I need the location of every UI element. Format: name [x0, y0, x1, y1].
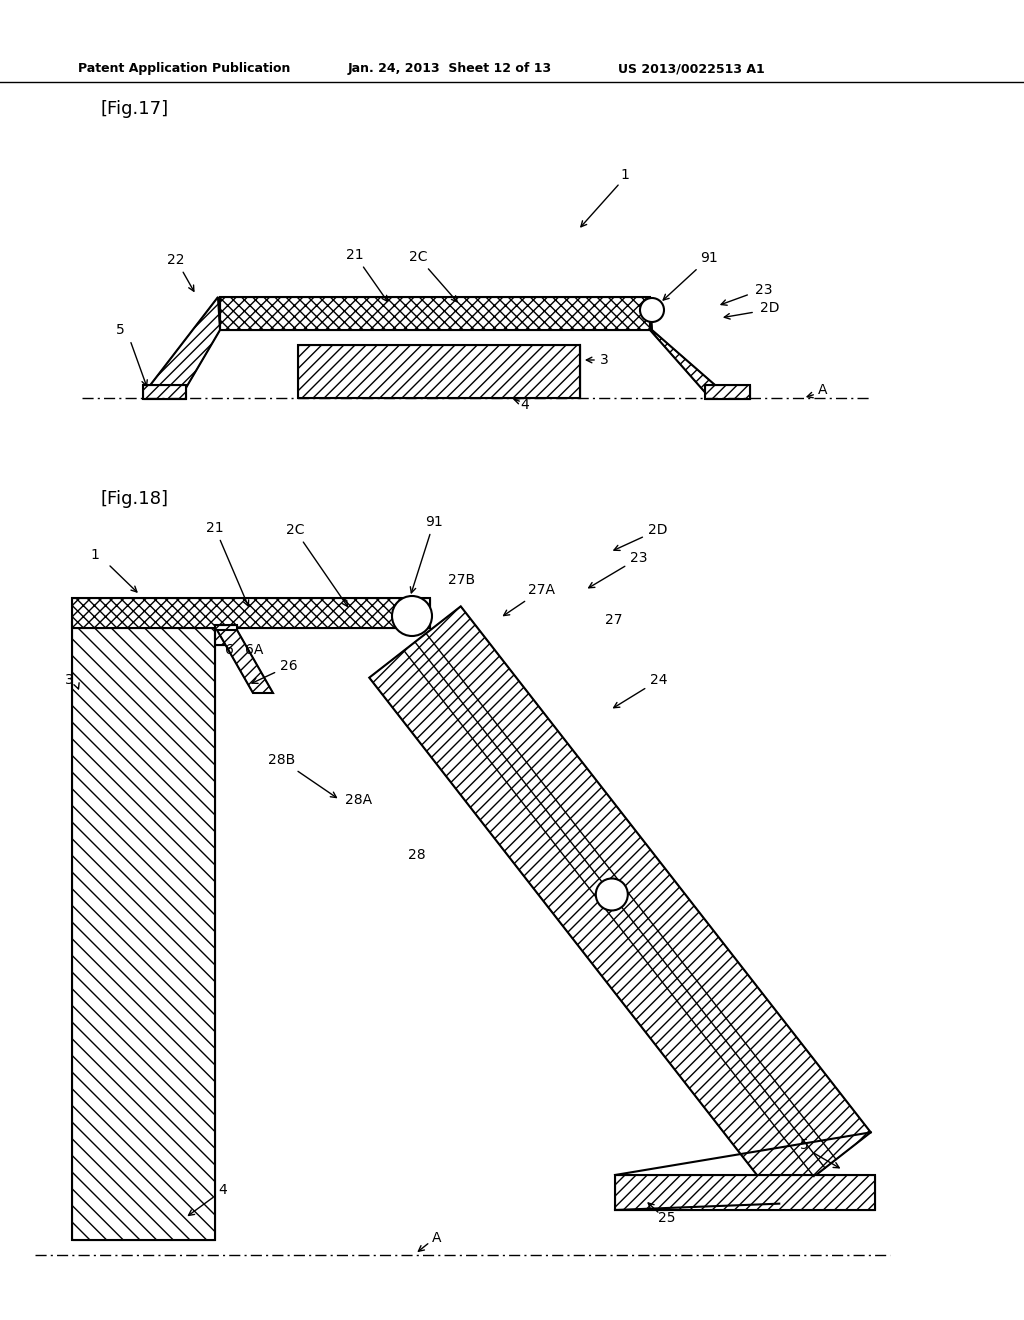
- Text: 6A: 6A: [245, 643, 263, 657]
- Bar: [298, 345, 580, 399]
- Text: 2D: 2D: [648, 523, 668, 537]
- Bar: [143, 385, 186, 399]
- Text: 2D: 2D: [760, 301, 779, 315]
- Text: 1: 1: [620, 168, 629, 182]
- Text: 27B: 27B: [449, 573, 475, 587]
- Bar: [298, 345, 580, 399]
- Circle shape: [392, 597, 432, 636]
- Text: 28: 28: [408, 847, 426, 862]
- Text: 22: 22: [168, 253, 194, 292]
- Text: 91: 91: [411, 515, 442, 593]
- Text: 23: 23: [589, 550, 647, 587]
- Text: 1: 1: [90, 548, 99, 562]
- Text: [Fig.18]: [Fig.18]: [100, 490, 168, 508]
- Text: Jan. 24, 2013  Sheet 12 of 13: Jan. 24, 2013 Sheet 12 of 13: [348, 62, 552, 75]
- Text: 27A: 27A: [504, 583, 555, 615]
- Text: Patent Application Publication: Patent Application Publication: [78, 62, 291, 75]
- Text: 28A: 28A: [345, 793, 372, 807]
- Text: 25: 25: [658, 1210, 676, 1225]
- Text: 91: 91: [664, 251, 718, 300]
- Text: 21: 21: [206, 521, 249, 606]
- Text: A: A: [818, 383, 827, 397]
- Bar: [72, 622, 215, 1239]
- Text: 3: 3: [600, 352, 608, 367]
- Bar: [215, 624, 237, 645]
- Text: 2C: 2C: [409, 249, 457, 302]
- Text: 28B: 28B: [267, 752, 337, 797]
- Text: 24: 24: [613, 673, 668, 708]
- Polygon shape: [148, 297, 220, 399]
- Polygon shape: [650, 297, 715, 399]
- Text: 26: 26: [252, 659, 298, 684]
- Text: US 2013/0022513 A1: US 2013/0022513 A1: [618, 62, 765, 75]
- Bar: [72, 598, 430, 628]
- Text: [Fig.17]: [Fig.17]: [100, 100, 168, 117]
- Bar: [705, 385, 750, 399]
- Bar: [72, 622, 215, 1239]
- Text: 6: 6: [225, 643, 233, 657]
- Bar: [72, 598, 430, 628]
- Bar: [220, 297, 650, 330]
- Bar: [615, 1175, 874, 1210]
- Polygon shape: [217, 630, 273, 693]
- Text: 2C: 2C: [286, 523, 347, 606]
- Text: 3: 3: [65, 673, 74, 686]
- Text: 5: 5: [800, 1138, 809, 1152]
- Text: 23: 23: [755, 282, 772, 297]
- Bar: [215, 624, 237, 645]
- Circle shape: [640, 298, 664, 322]
- Text: 27: 27: [605, 612, 623, 627]
- Text: 4: 4: [218, 1183, 226, 1197]
- Bar: [143, 385, 186, 399]
- Text: A: A: [432, 1232, 441, 1245]
- Bar: [220, 297, 650, 330]
- Bar: [615, 1175, 874, 1210]
- Bar: [705, 385, 750, 399]
- Circle shape: [596, 879, 628, 911]
- Text: 5: 5: [116, 323, 125, 337]
- Polygon shape: [370, 606, 870, 1204]
- Text: 21: 21: [346, 248, 387, 301]
- Text: 4: 4: [520, 399, 528, 412]
